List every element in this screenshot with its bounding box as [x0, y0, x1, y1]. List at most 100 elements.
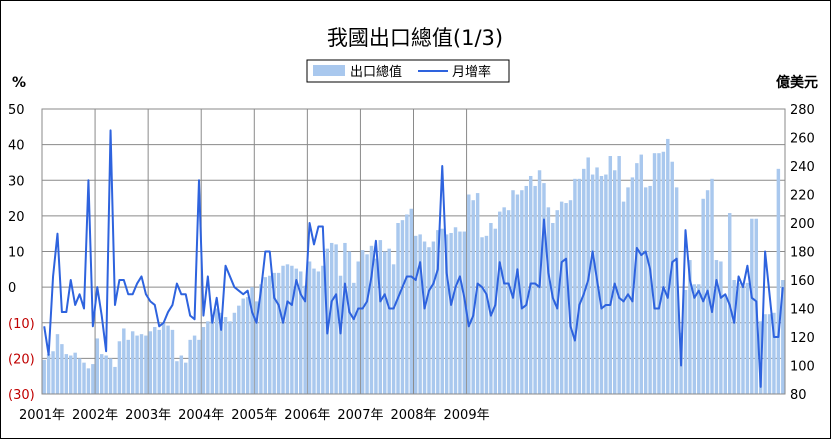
bar: [347, 251, 352, 394]
bar: [108, 358, 113, 394]
bar: [51, 351, 55, 394]
bar: [99, 354, 104, 394]
bar: [254, 301, 259, 394]
bar: [374, 258, 378, 394]
bar: [697, 284, 701, 394]
left-tick-label: (10): [8, 317, 35, 332]
bar: [334, 244, 338, 394]
bar: [188, 339, 192, 394]
bar: [502, 207, 506, 394]
bar: [338, 275, 343, 394]
bar: [599, 175, 604, 394]
bar: [82, 362, 86, 394]
bar: [741, 287, 745, 394]
bar: [767, 314, 772, 394]
bar: [298, 271, 303, 394]
bar: [639, 154, 643, 394]
bar: [484, 235, 489, 394]
right-tick-label: 80: [790, 388, 807, 403]
x-tick-label: 2007年: [337, 408, 383, 423]
bar: [60, 344, 64, 394]
bar: [520, 190, 524, 394]
bar: [166, 325, 170, 394]
bar: [153, 327, 157, 394]
bar: [396, 223, 400, 394]
bar: [608, 156, 613, 394]
bar: [263, 277, 268, 394]
chart-title: 我國出口總值(1/3): [327, 26, 503, 50]
bar: [533, 185, 537, 394]
bar: [643, 187, 648, 394]
right-tick-label: 280: [790, 103, 815, 118]
legend-box: [306, 59, 510, 83]
bar: [369, 245, 374, 394]
bar: [652, 153, 657, 394]
bar: [498, 211, 502, 394]
bar: [577, 178, 582, 394]
bar: [750, 218, 754, 394]
bar: [405, 214, 409, 394]
x-tick-label: 2003年: [125, 408, 171, 423]
bar: [126, 339, 130, 394]
right-tick-label: 160: [790, 274, 815, 289]
legend-label-line: 月增率: [452, 64, 491, 80]
bar: [400, 220, 405, 394]
bar: [436, 230, 440, 394]
bar: [356, 261, 360, 394]
left-tick-label: 20: [8, 210, 25, 225]
bar: [427, 247, 431, 394]
bar: [272, 272, 276, 394]
left-tick-label: 40: [8, 139, 25, 154]
bar: [772, 312, 776, 394]
bar: [604, 174, 608, 394]
bar: [237, 305, 241, 394]
bar: [210, 318, 214, 394]
bar: [343, 242, 347, 394]
bar: [223, 317, 228, 394]
bar: [524, 185, 529, 394]
bar: [365, 254, 369, 394]
bar: [316, 271, 321, 394]
bar: [467, 194, 471, 394]
bar: [219, 312, 223, 394]
x-tick-label: 2002年: [72, 408, 118, 423]
bar: [135, 335, 139, 394]
bar: [184, 362, 188, 394]
bar: [91, 364, 95, 394]
bar: [46, 354, 51, 394]
bar: [648, 185, 652, 394]
bar: [551, 223, 555, 394]
right-tick-label: 180: [790, 246, 815, 261]
bar: [568, 200, 573, 394]
bar: [683, 289, 688, 394]
left-tick-label: 10: [8, 246, 25, 261]
bar: [250, 287, 254, 394]
bar: [418, 234, 422, 394]
bar: [626, 187, 630, 394]
bar: [285, 264, 290, 394]
bar: [431, 241, 436, 394]
bar: [245, 297, 250, 394]
bar: [506, 210, 511, 394]
bar: [670, 161, 674, 394]
bar: [201, 327, 206, 394]
bar: [666, 138, 670, 394]
right-tick-label: 240: [790, 160, 815, 175]
left-axis-unit: %: [12, 75, 26, 91]
bar: [444, 234, 449, 394]
bar: [329, 242, 334, 394]
bar: [391, 264, 396, 394]
left-tick-label: 0: [8, 281, 16, 296]
bar: [458, 231, 462, 394]
bar: [95, 338, 100, 394]
bar: [161, 322, 166, 394]
bar: [453, 227, 458, 394]
bar: [688, 260, 692, 394]
bar: [573, 178, 577, 394]
bar: [175, 361, 179, 394]
bar: [55, 334, 60, 394]
bar: [214, 308, 219, 394]
bar: [312, 268, 316, 394]
right-tick-label: 140: [790, 303, 815, 318]
